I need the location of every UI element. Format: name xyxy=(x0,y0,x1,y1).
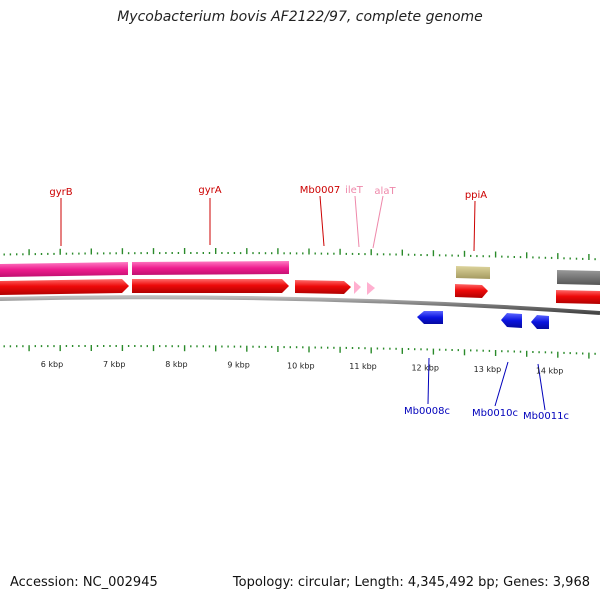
gene-label-alaT[interactable]: alaT xyxy=(374,186,396,197)
accession-text: Accession: NC_002945 xyxy=(10,575,158,590)
scale-label-12kbp: 12 kbp xyxy=(411,363,439,372)
gene-label-ppiA[interactable]: ppiA xyxy=(465,190,487,201)
gene-label-Mb0010c[interactable]: Mb0010c xyxy=(472,408,518,419)
scale-label-14kbp: 14 kbp xyxy=(536,367,564,376)
scale-label-13kbp: 13 kbp xyxy=(474,365,502,374)
trna-arrow-ileT[interactable] xyxy=(354,281,361,294)
summary-text: Topology: circular; Length: 4,345,492 bp… xyxy=(232,575,590,590)
gene-arrow-gyrB[interactable] xyxy=(0,279,129,295)
gene-label-Mb0007[interactable]: Mb0007 xyxy=(300,185,340,196)
gene-arrow-ppiA[interactable] xyxy=(455,284,488,298)
upper-tick-row xyxy=(3,248,596,261)
gene-arrow-right-edge[interactable] xyxy=(556,290,600,304)
gene-label-Mb0011c[interactable]: Mb0011c xyxy=(523,411,569,422)
contig-block[interactable] xyxy=(557,270,600,285)
scale-label-7kbp: 7 kbp xyxy=(103,360,125,369)
label-lines xyxy=(60,195,546,411)
map-title: Mycobacterium bovis AF2122/97, complete … xyxy=(117,9,483,25)
gene-arrow-Mb0008c[interactable] xyxy=(417,311,443,324)
misc-feature-block[interactable] xyxy=(456,266,490,279)
gene-arrow-Mb0010c[interactable] xyxy=(501,313,522,328)
gene-label-gyrB[interactable]: gyrB xyxy=(49,187,72,198)
scale-label-6kbp: 6 kbp xyxy=(41,360,63,369)
scale-label-9kbp: 9 kbp xyxy=(227,361,249,370)
genome-backbone xyxy=(0,295,600,315)
scale-label-8kbp: 8 kbp xyxy=(165,360,187,369)
gene-arrow-Mb0007[interactable] xyxy=(295,280,351,294)
scale-label-11kbp: 11 kbp xyxy=(349,362,377,371)
cds-band-2[interactable] xyxy=(132,261,289,275)
gene-arrow-Mb0011c[interactable] xyxy=(531,315,549,329)
gene-label-Mb0008c[interactable]: Mb0008c xyxy=(404,406,450,417)
gene-label-ileT[interactable]: ileT xyxy=(345,185,364,196)
scale-label-10kbp: 10 kbp xyxy=(287,361,315,370)
cds-band-1[interactable] xyxy=(0,262,128,277)
trna-arrow-alaT[interactable] xyxy=(367,282,375,295)
gene-label-gyrA[interactable]: gyrA xyxy=(198,185,221,196)
gene-arrow-gyrA[interactable] xyxy=(132,279,289,293)
scale-labels: 6 kbp 7 kbp 8 kbp 9 kbp 10 kbp 11 kbp 12 kbp 13… xyxy=(41,360,564,376)
lower-tick-row xyxy=(3,345,596,359)
